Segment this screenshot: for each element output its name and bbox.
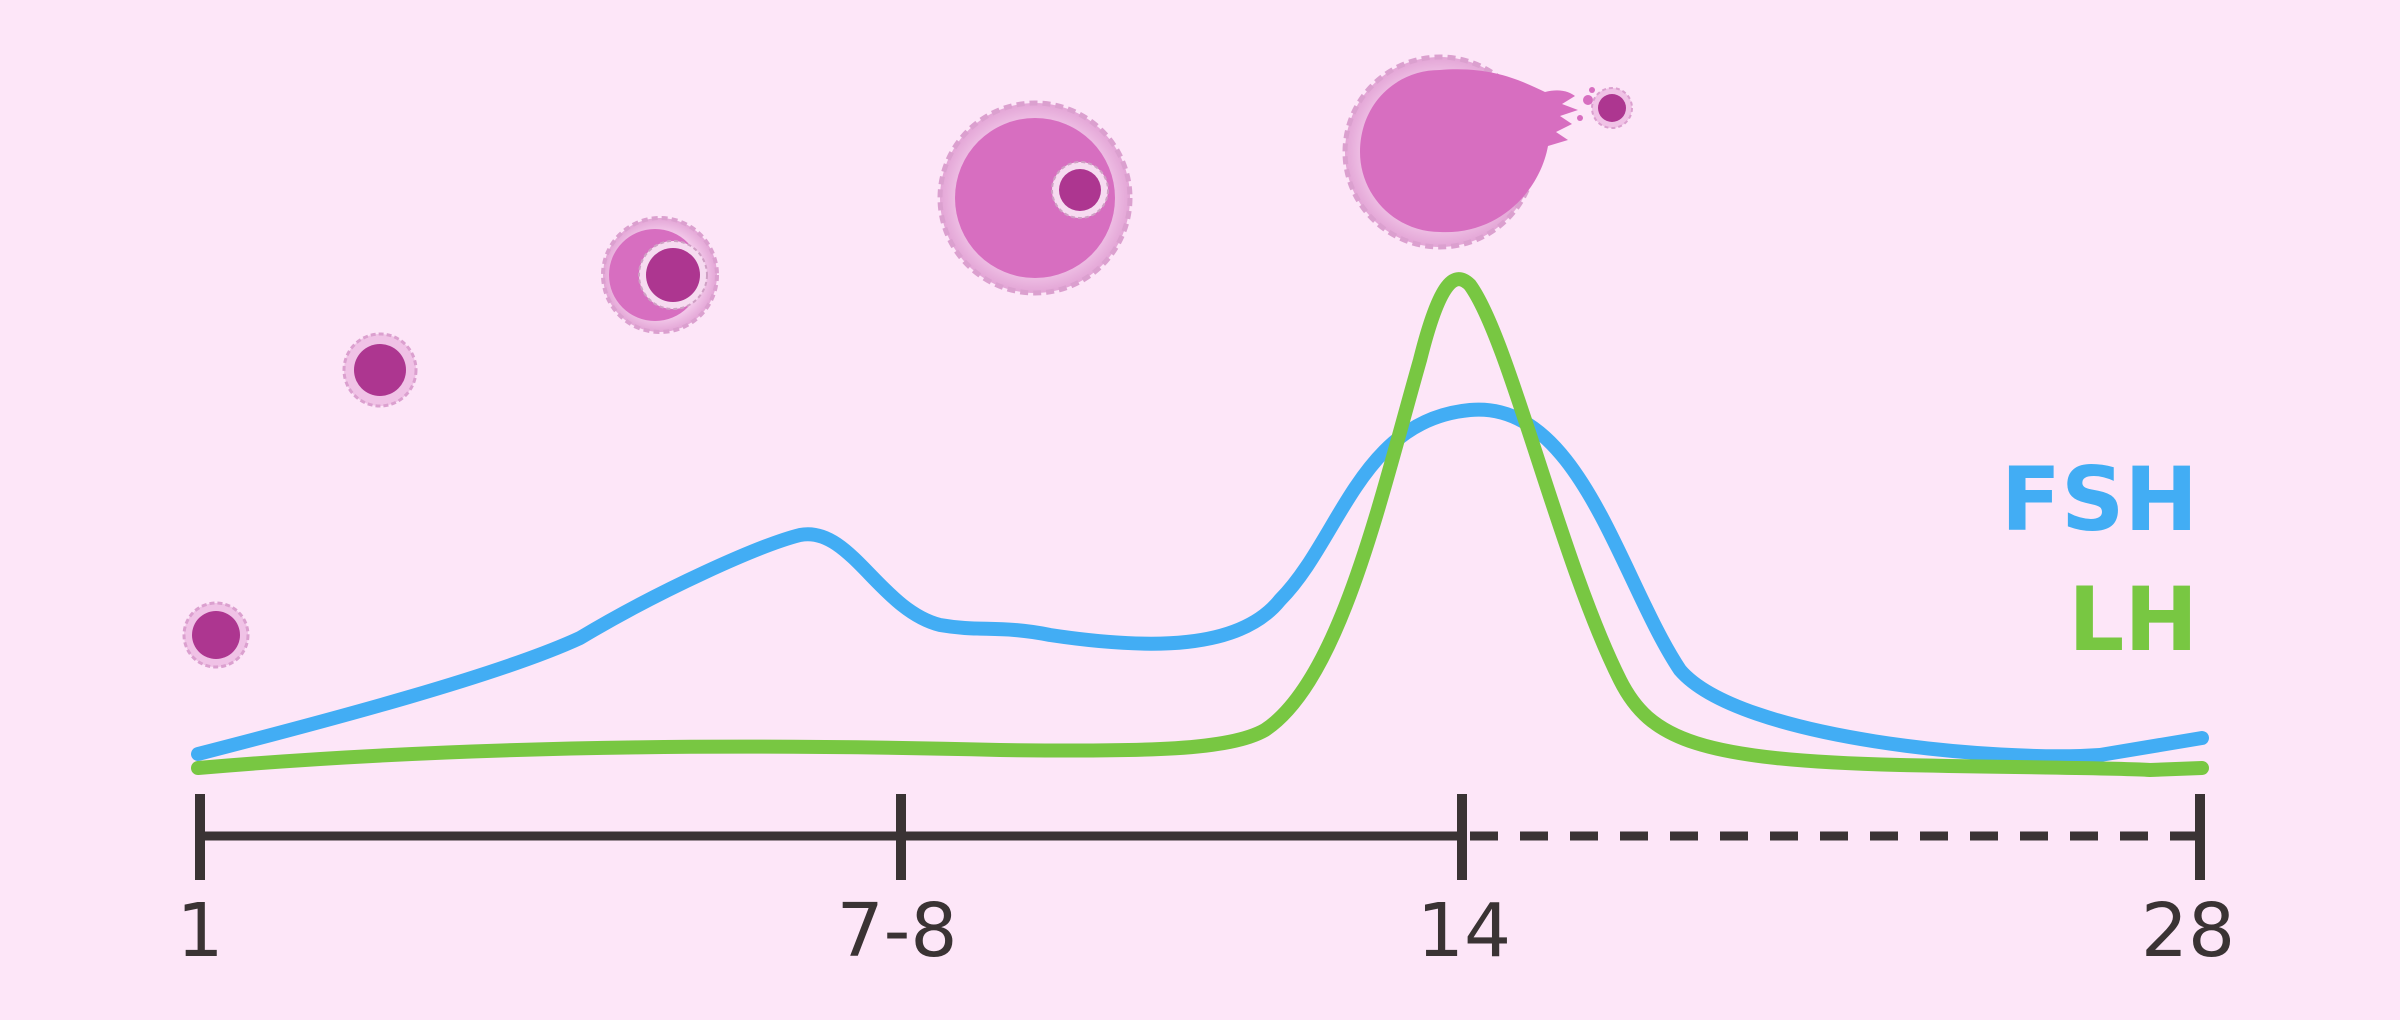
follicle-primordial-icon <box>182 601 250 669</box>
legend-fsh: FSH <box>2001 448 2198 551</box>
cycle-axis: 1 7-8 14 28 <box>176 794 2235 974</box>
tick-label-14: 14 <box>1417 888 1511 974</box>
tick-label-1: 1 <box>176 888 223 974</box>
tick-label-28: 28 <box>2141 888 2235 974</box>
ovulation-icon <box>1342 54 1633 250</box>
follicle-secondary-icon <box>601 216 719 334</box>
legend-lh: LH <box>2068 568 2198 671</box>
legend: FSH LH <box>2001 448 2198 671</box>
fsh-curve <box>191 402 2209 764</box>
tick-label-7-8: 7-8 <box>837 888 958 974</box>
follicle-primary-icon <box>342 332 418 408</box>
lh-curve <box>191 272 2209 777</box>
follicle-antral-icon <box>937 100 1133 296</box>
